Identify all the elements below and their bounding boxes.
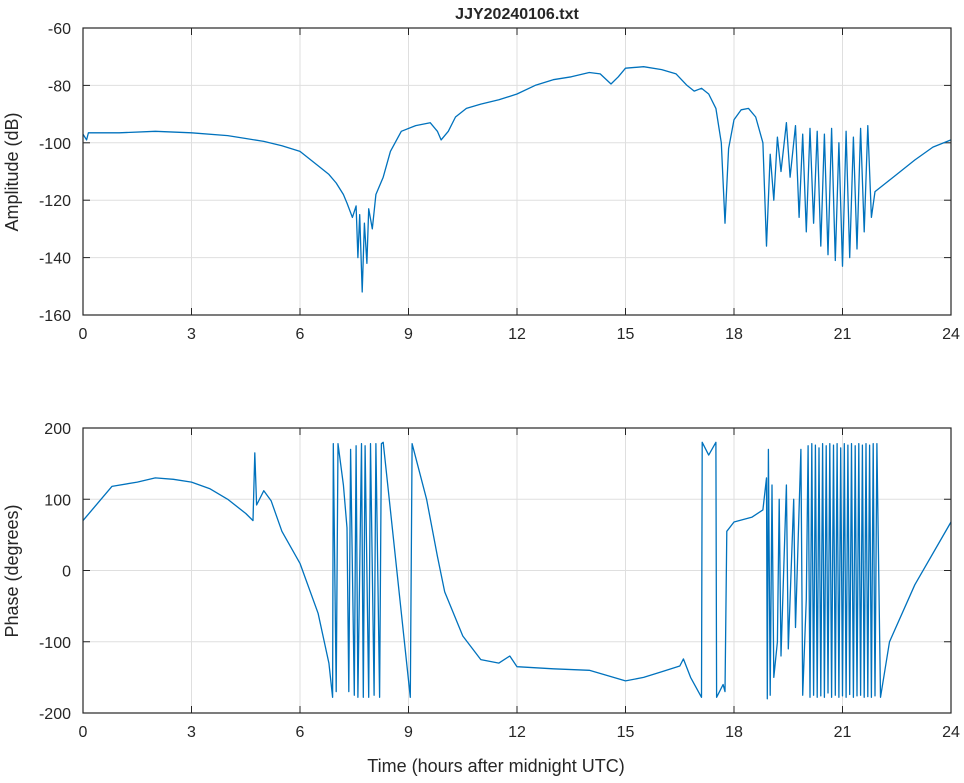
- y-tick-label: 100: [44, 492, 71, 509]
- x-tick-label: 18: [725, 326, 743, 343]
- x-tick-label: 3: [187, 326, 196, 343]
- y-tick-label: -100: [39, 635, 71, 652]
- top-y-axis-label: Amplitude (dB): [2, 112, 22, 231]
- x-tick-label: 9: [404, 724, 413, 741]
- x-tick-label: 21: [834, 326, 852, 343]
- bottom-y-axis-label: Phase (degrees): [2, 504, 22, 637]
- y-tick-label: 200: [44, 421, 71, 438]
- x-tick-label: 15: [617, 724, 635, 741]
- x-tick-label: 9: [404, 326, 413, 343]
- chart-title: JJY20240106.txt: [455, 6, 579, 23]
- bottom-axes: 0 3 6 9 12 15 18 21 24 -200 -100 0 100 200: [39, 421, 960, 741]
- y-tick-label: -60: [48, 21, 71, 38]
- amplitude-series-line: [82, 66, 952, 293]
- x-tick-label: 3: [187, 724, 196, 741]
- x-axis-label: Time (hours after midnight UTC): [367, 756, 624, 776]
- top-plot-frame: [82, 27, 952, 316]
- y-tick-label: 0: [62, 564, 71, 581]
- y-tick-label: -80: [48, 78, 71, 95]
- y-tick-label: -200: [39, 706, 71, 723]
- x-tick-label: 6: [296, 326, 305, 343]
- x-tick-label: 24: [942, 326, 960, 343]
- x-tick-label: 12: [508, 326, 526, 343]
- x-tick-label: 0: [79, 326, 88, 343]
- y-tick-label: -120: [39, 193, 71, 210]
- top-axes: 0 3 6 9 12 15 18 21 24 -160 -140 -120 -100 -80 -60: [39, 21, 960, 343]
- y-tick-label: -160: [39, 308, 71, 325]
- x-tick-label: 24: [942, 724, 960, 741]
- y-tick-label: -140: [39, 251, 71, 268]
- bottom-plot-frame: [82, 427, 952, 714]
- y-tick-label: -100: [39, 136, 71, 153]
- x-tick-label: 18: [725, 724, 743, 741]
- x-tick-label: 15: [617, 326, 635, 343]
- x-tick-label: 12: [508, 724, 526, 741]
- x-tick-label: 21: [834, 724, 852, 741]
- phase-series-line: [82, 441, 952, 700]
- x-tick-label: 0: [79, 724, 88, 741]
- x-tick-label: 6: [296, 724, 305, 741]
